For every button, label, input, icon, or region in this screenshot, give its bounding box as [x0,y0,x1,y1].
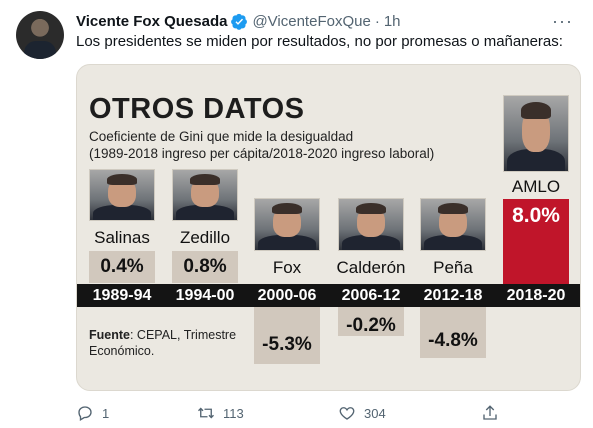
tweet-actions: 1 113 304 [76,404,573,424]
fox-photo [254,198,320,251]
tweet-image[interactable]: OTROS DATOS Coeficiente de Gini que mide… [76,64,581,391]
source-label: Fuente [89,328,130,342]
image-subtitle-2: (1989-2018 ingreso per cápita/2018-2020 … [89,146,435,161]
like-count: 304 [364,405,386,421]
amlo-value-column [503,199,569,284]
value-box: -0.2% [338,307,404,336]
period-label: 2012-18 [423,287,483,304]
avatar[interactable] [16,11,64,59]
retweet-icon [198,407,214,419]
timestamp[interactable]: 1h [383,12,401,30]
zedillo-photo [172,169,238,221]
calderon-photo [338,198,404,251]
verified-badge-icon [231,13,248,30]
president-name: Fox [272,258,302,277]
reply-button[interactable]: 1 [76,404,109,422]
share-icon [483,405,497,420]
period-label: 1989-94 [92,287,152,304]
period-label: 2000-06 [257,287,317,304]
president-name: AMLO [511,177,561,196]
amlo-value: 8.0% [512,204,560,227]
separator: · [374,12,380,30]
period-label: 2006-12 [341,287,401,304]
retweet-button[interactable]: 113 [197,404,244,422]
image-subtitle: Coeficiente de Gini que mide la desigual… [89,129,354,144]
period-label: 1994-00 [175,287,235,304]
president-name: Calderón [336,258,406,277]
president-name: Salinas [94,228,150,247]
president-name: Peña [433,258,473,277]
reply-icon [78,406,92,421]
period-bar [77,284,580,307]
tweet-header: Vicente Fox Quesada @VicenteFoxQue · 1h … [76,11,573,31]
amlo-photo [503,95,569,172]
source-text-2: Económico. [89,344,155,358]
reply-count: 1 [102,405,110,421]
period-label: 2018-20 [506,287,566,304]
pena-photo [420,198,486,251]
value-box: 0.4% [89,251,155,283]
image-title: OTROS DATOS [89,93,305,125]
tweet-text: Los presidentes se miden por resultados,… [76,33,563,50]
value-box: 0.8% [172,251,238,283]
president-name: Zedillo [179,228,231,247]
value-box: -5.3% [254,307,320,364]
heart-icon [339,407,355,420]
share-button[interactable] [481,404,499,422]
author-name[interactable]: Vicente Fox Quesada [76,12,228,30]
retweet-count: 113 [223,405,244,421]
salinas-photo [89,169,155,221]
value-box: -4.8% [420,307,486,358]
like-button[interactable]: 304 [338,404,386,422]
source-note: Fuente: CEPAL, Trimestre Económico. [89,327,236,359]
source-text: : CEPAL, Trimestre [129,328,237,342]
more-options-icon[interactable]: ··· [552,11,573,31]
author-handle[interactable]: @VicenteFoxQue [252,12,371,30]
